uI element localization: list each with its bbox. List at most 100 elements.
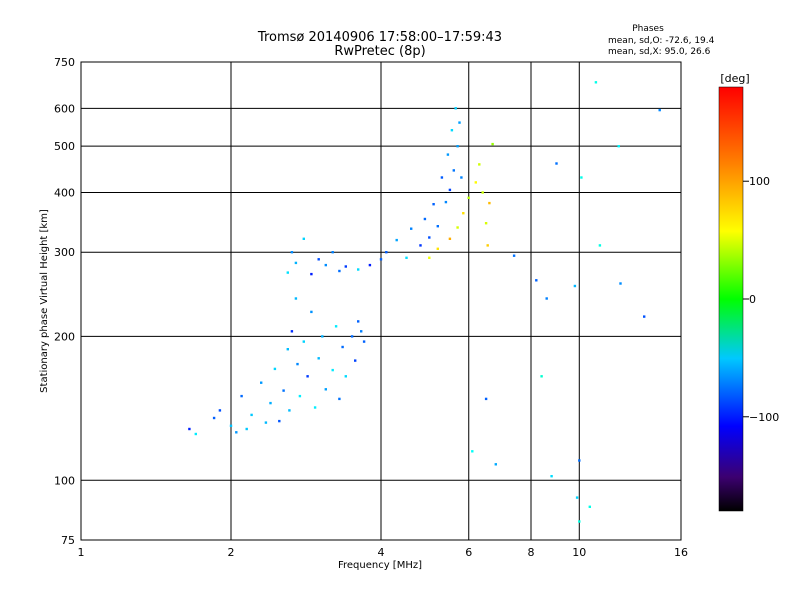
data-point (658, 108, 661, 112)
data-point (344, 375, 347, 378)
colorbar-ticks: 100 0 −100 (743, 175, 779, 424)
data-point (357, 268, 360, 271)
data-point (462, 212, 465, 215)
y-tick-label: 500 (54, 140, 75, 153)
data-point (446, 153, 450, 156)
colorbar-tick-label: −100 (749, 411, 779, 424)
colorbar (718, 86, 744, 512)
data-point (535, 279, 538, 282)
data-point (598, 244, 602, 247)
data-point (296, 362, 299, 366)
chart-subtitle: RwPretec (8p) (334, 44, 425, 59)
data-point (360, 330, 363, 333)
stats-x-mode: mean, sd,X: 95.0, 26.6 (608, 47, 711, 57)
data-point (432, 203, 435, 206)
data-point (488, 201, 491, 205)
data-point (341, 345, 344, 349)
y-tick-label: 600 (54, 102, 75, 115)
x-tick-label: 4 (378, 546, 385, 559)
y-tick-label: 750 (54, 56, 75, 69)
data-point (478, 163, 481, 166)
data-point (212, 416, 216, 420)
data-point (357, 320, 360, 323)
data-point (273, 367, 277, 371)
data-point (454, 107, 457, 110)
data-point (302, 340, 305, 343)
data-point (471, 450, 474, 453)
plot-frame (80, 61, 682, 541)
data-point (188, 427, 191, 431)
data-point (428, 256, 431, 259)
data-point (294, 261, 298, 265)
data-point (619, 282, 622, 285)
data-point (555, 162, 558, 165)
data-point (428, 236, 431, 239)
data-point (484, 222, 488, 225)
data-point (194, 432, 197, 436)
data-point (324, 263, 327, 267)
y-tick-label: 400 (54, 186, 75, 199)
data-point (423, 217, 427, 221)
data-point (302, 237, 305, 240)
data-point (594, 81, 598, 84)
data-point (298, 394, 302, 398)
data-point (310, 310, 313, 314)
data-point (334, 325, 338, 328)
data-point (460, 176, 463, 179)
data-point (306, 375, 309, 378)
data-point (331, 251, 334, 254)
data-point (450, 129, 454, 132)
x-tick-label: 8 (528, 546, 535, 559)
data-point (512, 254, 516, 257)
data-point (282, 389, 285, 392)
data-point (350, 335, 354, 338)
data-point (456, 226, 459, 229)
data-point (354, 359, 357, 362)
data-point (235, 431, 238, 434)
data-point (440, 176, 444, 179)
stats-o-mode: mean, sd,O: -72.6, 19.4 (608, 36, 715, 46)
colorbar-tick-label: 0 (749, 293, 756, 306)
data-point (324, 388, 327, 391)
data-point (338, 269, 341, 273)
data-point (385, 251, 388, 254)
data-point (313, 406, 317, 409)
data-point (338, 397, 341, 401)
data-point (474, 181, 477, 184)
data-point (286, 271, 289, 274)
x-tick-label: 6 (465, 546, 472, 559)
x-tick-label: 16 (674, 546, 688, 559)
data-point (362, 340, 366, 343)
data-points (188, 81, 661, 523)
data-point (410, 227, 413, 230)
data-point (218, 409, 222, 412)
colorbar-tick-label: 100 (749, 175, 770, 188)
data-point (310, 272, 313, 276)
data-point (588, 505, 591, 508)
data-point (368, 263, 372, 267)
data-point (379, 258, 383, 261)
data-point (405, 256, 408, 259)
y-tick-label: 300 (54, 246, 75, 259)
data-point (578, 459, 581, 462)
data-point (578, 520, 581, 523)
data-point (540, 375, 543, 378)
data-point (436, 225, 439, 228)
data-point (494, 463, 497, 466)
data-point (448, 237, 452, 240)
data-point (395, 238, 398, 242)
data-point (317, 258, 320, 261)
colorbar-label: [deg] (720, 72, 749, 85)
stats-heading: Phases (632, 24, 664, 34)
data-point (481, 191, 484, 194)
y-tick-label: 75 (61, 534, 75, 547)
data-point (436, 247, 439, 250)
data-point (321, 335, 324, 338)
data-point (573, 284, 577, 288)
data-point (344, 265, 347, 268)
x-tick-label: 10 (572, 546, 586, 559)
x-tick-label: 1 (78, 546, 85, 559)
data-point (452, 169, 455, 172)
